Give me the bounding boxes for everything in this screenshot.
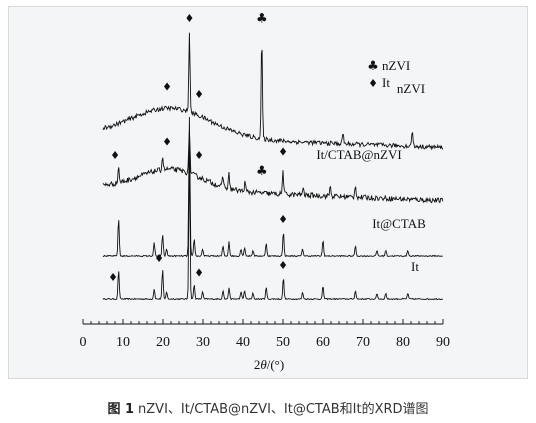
x-tick-label: 10 <box>116 335 130 350</box>
it-marker-itctabnzvi: ♦ <box>194 149 204 162</box>
x-tick-label: 60 <box>316 335 330 350</box>
it-marker-nzvi: ♦ <box>194 88 204 101</box>
legend-symbol-it: ♦ <box>368 77 378 90</box>
x-tick-label: 50 <box>276 335 290 350</box>
legend-label-nzvi: nZVI <box>382 58 410 73</box>
figure-caption-label: 图 1 <box>107 402 135 417</box>
legend-label-it: It <box>382 75 390 90</box>
it-marker-itctabnzvi: ♦ <box>162 136 172 149</box>
it-marker-itctabnzvi: ♦ <box>110 149 120 162</box>
figure-caption: 图 1 nZVI、It/CTAB@nZVI、It@CTAB和It的XRD谱图 <box>0 398 536 417</box>
trace-itctabnzvi <box>102 130 444 204</box>
x-tick-label: 20 <box>156 335 170 350</box>
it-marker-nzvi: ♦ <box>162 80 172 93</box>
x-axis-label-theta: θ <box>260 357 267 372</box>
xrd-chart: ♦ ♦ ♦ ♦ ♦ ♦ ♦ ♦ ♣ ♦ ♦ ♦ ♦ ♣ It It@CTAB It/CTAB@nZVI nZVI… <box>80 12 451 372</box>
x-axis-label: 2θ/(°) <box>254 357 284 372</box>
series-label-it: It <box>411 259 419 274</box>
series-label-nzvi: nZVI <box>397 81 425 96</box>
legend-symbol-nzvi: ♣ <box>367 59 379 74</box>
x-tick-label: 70 <box>356 335 370 350</box>
series-label-itctab: It@CTAB <box>372 216 426 231</box>
trace-it <box>102 149 444 301</box>
series-label-itctabnzvi: It/CTAB@nZVI <box>316 147 401 162</box>
it-marker-it: ♦ <box>108 271 118 284</box>
x-tick-label: 30 <box>196 335 210 350</box>
nzvi-marker-itctabnzvi: ♣ <box>256 164 268 179</box>
x-tick-label: 0 <box>80 335 87 350</box>
it-marker-it: ♦ <box>278 259 288 272</box>
it-marker-it: ♦ <box>154 252 164 265</box>
it-marker-it: ♦ <box>194 266 204 279</box>
x-tick-label: 80 <box>396 335 410 350</box>
trace-nzvi <box>102 32 444 151</box>
figure-caption-text: nZVI、It/CTAB@nZVI、It@CTAB和It的XRD谱图 <box>138 402 429 417</box>
it-marker-nzvi: ♦ <box>184 12 194 25</box>
it-marker-itctabnzvi: ♦ <box>278 146 288 159</box>
x-axis-label-suffix: /(°) <box>267 357 284 372</box>
x-tick-label: 40 <box>236 335 250 350</box>
x-axis-label-prefix: 2 <box>254 357 261 372</box>
figure-frame: ♦ ♦ ♦ ♦ ♦ ♦ ♦ ♦ ♣ ♦ ♦ ♦ ♦ ♣ It It@CTAB It/CTAB@nZVI nZVI… <box>8 6 528 379</box>
it-marker-itctab: ♦ <box>278 213 288 226</box>
x-tick-label: 90 <box>436 335 450 350</box>
nzvi-marker-nzvi: ♣ <box>256 12 268 27</box>
trace-itctab <box>102 116 444 258</box>
